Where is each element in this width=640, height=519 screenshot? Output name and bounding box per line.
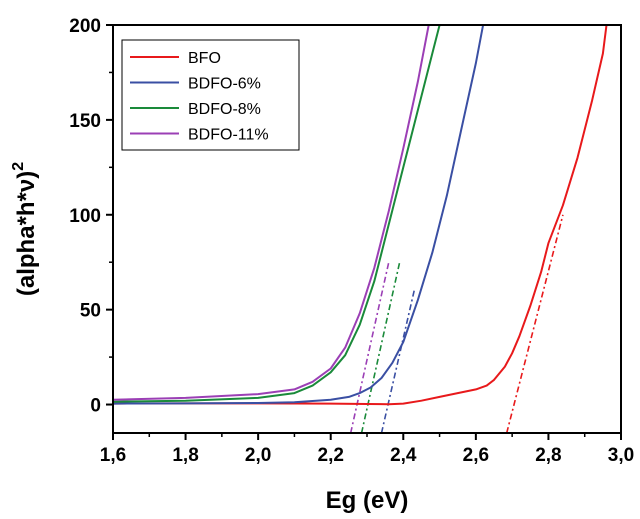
- legend: BFO BDFO-6% BDFO-8% BDFO-11%: [122, 40, 299, 150]
- legend-label: BDFO-11%: [188, 127, 269, 144]
- fit-line-4: [351, 262, 389, 433]
- y-axis-title-main: (alpha*h*ν): [13, 171, 40, 296]
- fit-line-2: [382, 291, 415, 433]
- x-tick-label: 2,6: [463, 445, 489, 466]
- x-tick-label: 1,6: [100, 445, 126, 466]
- y-tick-label: 150: [69, 111, 101, 132]
- y-axis-title-sup: 2: [10, 162, 27, 171]
- x-tick-label: 2,4: [390, 445, 417, 466]
- y-tick-label: 0: [90, 396, 101, 417]
- y-tick-label: 100: [69, 206, 101, 227]
- x-axis-title: Eg (eV): [326, 487, 409, 514]
- fit-line-1: [507, 215, 563, 433]
- y-tick-label: 50: [80, 301, 101, 322]
- legend-label: BDFO-6%: [188, 76, 261, 93]
- y-axis-title: (alpha*h*ν)2: [10, 162, 40, 296]
- legend-label: BFO: [188, 50, 221, 67]
- legend-label: BDFO-8%: [188, 101, 261, 118]
- x-tick-label: 2,2: [318, 445, 344, 466]
- x-tick-label: 1,8: [172, 445, 198, 466]
- y-tick-label: 200: [69, 16, 101, 37]
- x-tick-label: 2,0: [245, 445, 271, 466]
- x-tick-label: 3,0: [608, 445, 634, 466]
- x-tick-label: 2,8: [535, 445, 561, 466]
